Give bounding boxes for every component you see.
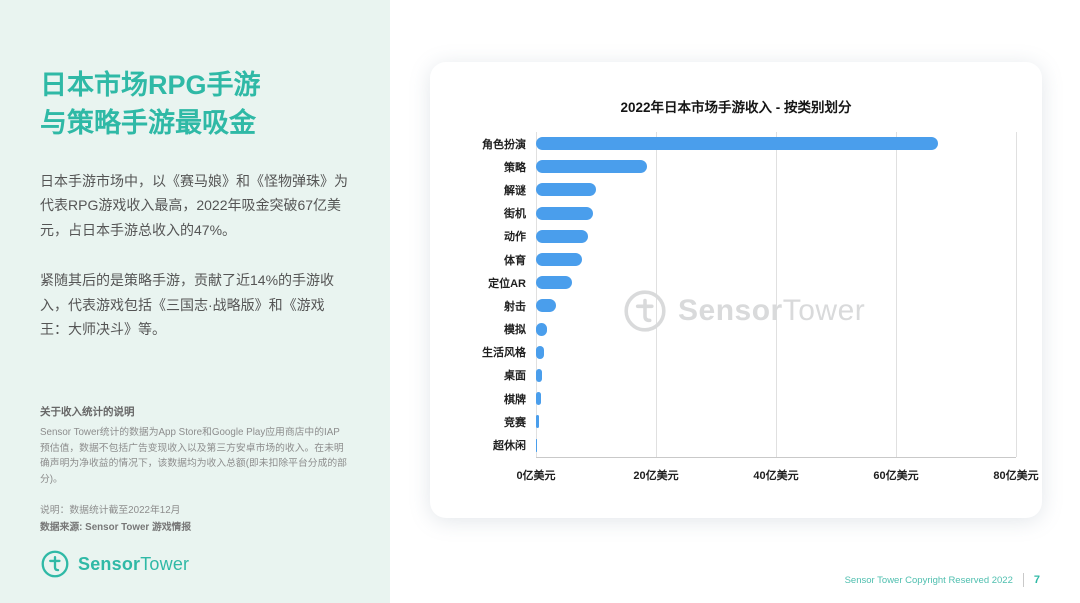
category-label: 动作 (504, 231, 526, 244)
logo-text-light: Tower (140, 553, 190, 574)
category-label: 角色扮演 (482, 138, 526, 151)
category-label: 解谜 (504, 184, 526, 197)
bar-row (536, 387, 1016, 410)
bar-定位AR (536, 276, 572, 290)
x-tick: 20亿美元 (633, 469, 679, 482)
main-area: 2022年日本市场手游收入 - 按类别划分 角色扮演策略解谜街机动作体育定位AR… (390, 0, 1080, 603)
bar-模拟 (536, 322, 548, 336)
bar-角色扮演 (536, 137, 938, 151)
footer-divider (1022, 573, 1024, 587)
body-paragraph-2: 紧随其后的是策略手游，贡献了近14%的手游收入，代表游戏包括《三国志·战略版》和… (40, 272, 335, 338)
category-label: 策略 (504, 161, 526, 174)
note-body: Sensor Tower统计的数据为App Store和Google Play应… (40, 426, 347, 486)
bar-街机 (536, 206, 593, 220)
copyright-text: Sensor Tower Copyright Reserved 2022 (844, 574, 1013, 586)
category-label: 生活风格 (482, 347, 526, 360)
category-label: 模拟 (504, 324, 526, 337)
category-label: 定位AR (488, 277, 526, 290)
category-label: 街机 (504, 208, 526, 221)
gridline (536, 132, 537, 457)
note-date: 说明：数据统计截至2022年12月 (40, 505, 181, 517)
gridline (896, 132, 897, 457)
x-tick: 60亿美元 (873, 469, 919, 482)
bar-生活风格 (536, 345, 545, 359)
category-label: 射击 (504, 300, 526, 313)
bar-体育 (536, 253, 583, 267)
bar-动作 (536, 229, 588, 243)
bar-row (536, 318, 1016, 341)
note-source: 数据来源: Sensor Tower 游戏情报 (40, 522, 192, 534)
bar-row (536, 294, 1016, 317)
bar-rows (536, 132, 1016, 457)
bar-row (536, 225, 1016, 248)
bar-策略 (536, 160, 647, 174)
bar-row (536, 155, 1016, 178)
footer: Sensor Tower Copyright Reserved 2022 7 (845, 573, 1040, 587)
category-label: 棋牌 (504, 393, 526, 406)
body-paragraph-1: 日本手游市场中，以《赛马娘》和《怪物弹珠》为代表RPG游戏收入最高，2022年吸… (40, 172, 348, 238)
bar-桌面 (536, 368, 542, 382)
logo-text: SensorTower (78, 554, 189, 575)
bar-row (536, 341, 1016, 364)
x-tick: 0亿美元 (516, 469, 556, 482)
category-labels: 角色扮演策略解谜街机动作体育定位AR 射击模拟生活风格桌面棋牌竞赛超休闲 (456, 132, 536, 458)
category-label: 桌面 (504, 370, 526, 383)
bar-超休闲 (536, 438, 537, 452)
sensor-tower-logo: SensorTower (40, 549, 189, 579)
bar-row (536, 271, 1016, 294)
bar-射击 (536, 299, 556, 313)
chart-card: 2022年日本市场手游收入 - 按类别划分 角色扮演策略解谜街机动作体育定位AR… (430, 62, 1042, 518)
bar-row (536, 410, 1016, 433)
gridline (776, 132, 777, 457)
bar-row (536, 433, 1016, 456)
plot-area (536, 132, 1017, 458)
bar-棋牌 (536, 392, 541, 406)
bar-row (536, 248, 1016, 271)
x-tick: 40亿美元 (753, 469, 799, 482)
page-number: 7 (1033, 574, 1040, 586)
bar-row (536, 364, 1016, 387)
logo-text-bold: Sensor (78, 553, 141, 574)
category-label: 超休闲 (493, 440, 526, 453)
sidebar: 日本市场RPG手游 与策略手游最吸金 日本手游市场中，以《赛马娘》和《怪物弹珠》… (0, 0, 390, 603)
category-label: 体育 (504, 254, 526, 267)
x-tick: 80亿美元 (993, 469, 1039, 482)
bar-竞赛 (536, 415, 539, 429)
bar-row (536, 178, 1016, 201)
title-line-2: 与策略手游最吸金 (40, 108, 256, 139)
chart-title: 2022年日本市场手游收入 - 按类别划分 (620, 100, 852, 115)
note-title: 关于收入统计的说明 (40, 405, 135, 418)
x-axis: 0亿美元 20亿美元 40亿美元 60亿美元 80亿美元 (516, 467, 1038, 483)
category-label: 竞赛 (504, 416, 526, 429)
bar-解谜 (536, 183, 596, 197)
page-title: 日本市场RPG手游 与策略手游最吸金 (40, 66, 348, 143)
sensor-tower-logo-icon (41, 550, 69, 578)
bar-row (536, 132, 1016, 155)
gridline (1016, 132, 1017, 457)
title-line-1: 日本市场RPG手游 (40, 70, 261, 100)
bar-chart: 角色扮演策略解谜街机动作体育定位AR 射击模拟生活风格桌面棋牌竞赛超休闲 (456, 132, 1017, 458)
bar-row (536, 202, 1016, 225)
